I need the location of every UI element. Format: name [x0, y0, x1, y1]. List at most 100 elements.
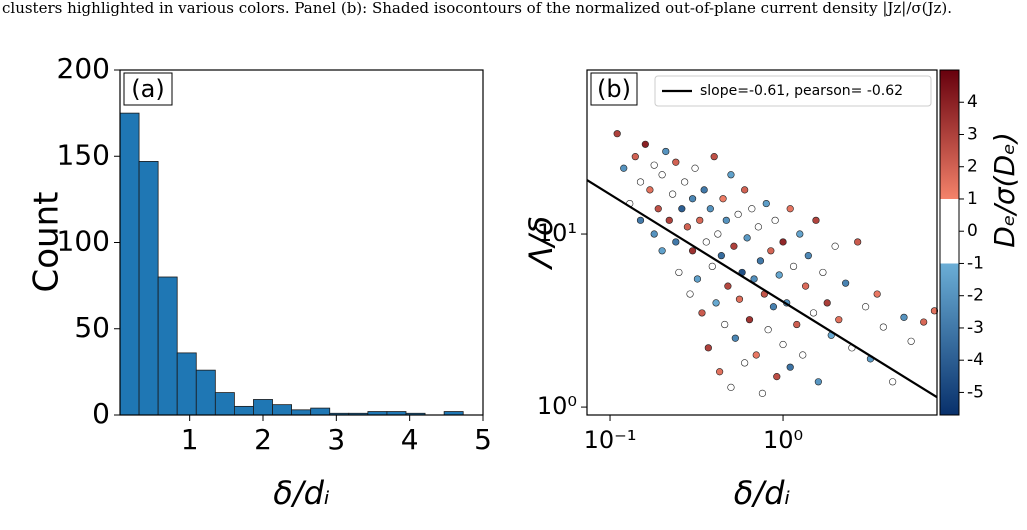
panel-label: (a): [131, 75, 164, 103]
scatter-point: [854, 238, 862, 246]
legend-label: slope=-0.61, pearson= -0.62: [700, 83, 903, 99]
bar: [233, 405, 254, 416]
scatter-point: [758, 389, 767, 397]
scatter-point: [672, 238, 680, 246]
bar: [157, 276, 178, 416]
x-tick-label: 2: [254, 423, 272, 456]
panel-label-box: [590, 72, 638, 106]
scatter-point: [814, 378, 822, 386]
scatter-point: [724, 282, 732, 290]
scatter-point: [717, 252, 725, 260]
scatter-point: [735, 295, 744, 303]
scatter-point: [775, 271, 783, 279]
scatter-point: [691, 164, 699, 172]
scatter-point: [793, 320, 801, 329]
scatter-point: [907, 337, 915, 345]
bar: [310, 407, 331, 416]
scatter-point: [631, 153, 639, 161]
scatter-point: [727, 383, 735, 391]
plot-frame: [586, 69, 938, 416]
scatter-point: [688, 195, 697, 203]
scatter-point: [727, 171, 735, 179]
scatter-point: [731, 334, 739, 342]
scatter-point: [613, 130, 621, 138]
y-tick-label: 10⁰: [537, 392, 577, 420]
scatter-point: [842, 279, 850, 287]
colorbar-tick-label: 1: [967, 189, 978, 209]
scatter-point: [646, 186, 654, 194]
y-tick-label: 150: [57, 138, 110, 171]
colorbar-label: Dₑ/σ(Dₑ): [988, 132, 1021, 248]
scatter-point: [734, 210, 742, 218]
scatter-point: [801, 282, 810, 290]
scatter-point: [704, 344, 712, 352]
scatter-point: [748, 205, 756, 213]
scatter-point: [702, 238, 710, 246]
scatter-point: [823, 299, 831, 307]
colorbar-tick-label: -3: [967, 318, 984, 338]
scatter-point: [730, 242, 738, 250]
bar: [138, 161, 159, 416]
scatter-point: [779, 238, 787, 246]
scatter-point: [752, 351, 760, 359]
x-axis-label: δ/dᵢ: [273, 474, 330, 512]
scatter-point: [786, 205, 794, 213]
colorbar: [939, 69, 960, 416]
scatter-point: [693, 275, 702, 283]
bar: [272, 404, 292, 416]
scatter-point: [650, 161, 658, 169]
scatter-point: [665, 216, 673, 224]
bar: [291, 409, 312, 416]
scatter-point: [756, 257, 765, 265]
scatter-point: [762, 199, 770, 208]
scatter-point: [698, 309, 706, 317]
bar: [176, 352, 197, 416]
y-axis-label: Λ/δ: [522, 216, 560, 271]
scatter-point: [861, 303, 870, 311]
scatter-point: [710, 153, 718, 161]
x-axis-label: δ/dᵢ: [734, 474, 791, 512]
colorbar-tick-label: 4: [967, 92, 978, 112]
fit-line: [586, 179, 938, 399]
scatter-point: [812, 216, 820, 224]
scatter-point: [696, 216, 704, 224]
scatter-point: [809, 309, 818, 317]
scatter-point: [686, 290, 694, 298]
x-tick-label: 10⁰: [763, 426, 803, 454]
bar: [253, 399, 273, 416]
scatter-point: [658, 171, 666, 179]
scatter-point: [719, 195, 727, 203]
colorbar-tick-label: -5: [967, 382, 984, 402]
scatter-point: [681, 178, 689, 186]
scatter-point: [835, 316, 843, 324]
scatter-point: [712, 299, 720, 307]
scatter-point: [804, 252, 812, 260]
bar: [119, 112, 140, 416]
scatter-point: [754, 223, 762, 231]
scatter-point: [683, 223, 691, 231]
scatter-point: [678, 205, 686, 213]
scatter-point: [819, 268, 827, 277]
scatter-point: [650, 230, 658, 238]
scatter-point: [750, 275, 758, 283]
scatter-point: [769, 303, 778, 311]
x-tick-label: 1: [181, 423, 199, 456]
y-tick-label: 100: [57, 225, 110, 258]
y-tick-label: 50: [74, 311, 110, 344]
scatter-point: [920, 318, 928, 326]
scatter-point: [930, 307, 939, 315]
panel-label-box: [123, 72, 173, 106]
colorbar-tick-label: 2: [967, 157, 978, 177]
scatter-point: [675, 268, 683, 277]
scatter-point: [764, 326, 772, 334]
y-tick-label: 0: [92, 397, 110, 430]
scatter-point: [879, 323, 887, 331]
scatter-point: [771, 216, 779, 224]
scatter-point: [672, 158, 680, 166]
scatter-point: [743, 234, 751, 242]
scatter-point: [714, 230, 722, 238]
scatter-point: [716, 368, 724, 376]
scatter-point: [658, 247, 666, 255]
bar: [214, 392, 235, 416]
legend-box: [654, 75, 932, 107]
